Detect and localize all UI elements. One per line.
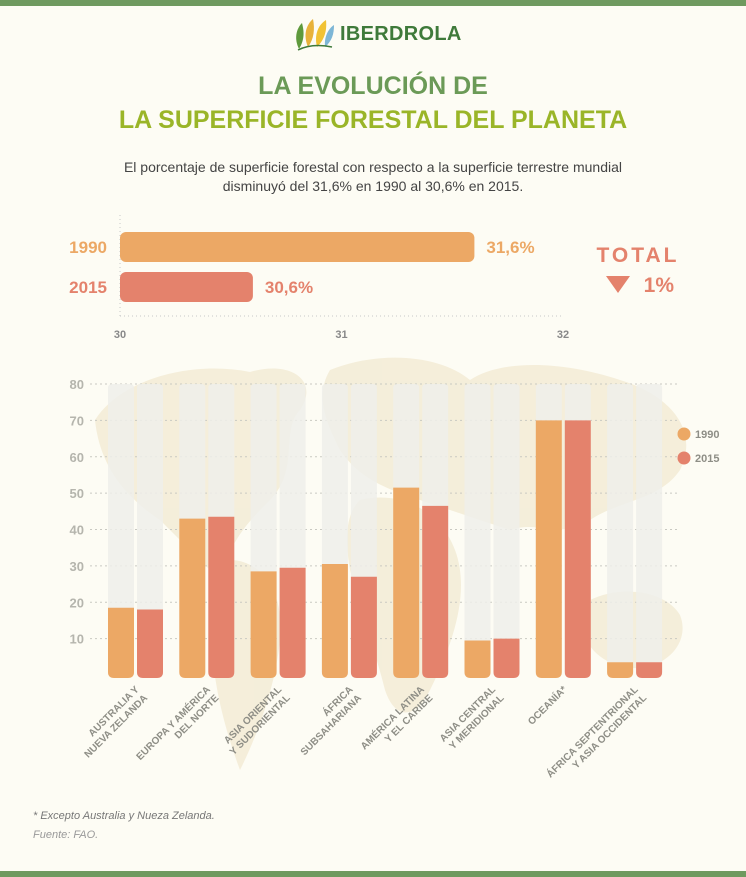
bar-2015-3 <box>350 576 377 678</box>
brand-logo: IBERDROLA <box>292 16 462 52</box>
source-note: Fuente: FAO. <box>33 829 99 841</box>
category-label-line: Y ASIA OCCIDENTAL <box>571 693 649 771</box>
bar-1990-3 <box>321 564 348 678</box>
bar-2015-6 <box>564 420 591 678</box>
bar-2015-5 <box>493 638 520 678</box>
page-title-line1: LA EVOLUCIÓN DE <box>258 72 488 100</box>
down-triangle-icon <box>606 276 630 293</box>
hbar-2015 <box>120 272 253 302</box>
hbar-tick-label: 32 <box>557 329 569 341</box>
chart-legend: 1990 2015 <box>677 427 719 465</box>
bar-1990-4 <box>393 487 420 678</box>
category-label: OCEANÍA* <box>525 683 570 728</box>
y-tick-label: 80 <box>70 377 84 392</box>
legend-label: 1990 <box>695 429 719 441</box>
hbar-tick-label: 30 <box>114 329 126 341</box>
hbar-tick-label: 31 <box>335 329 347 341</box>
hbar-value-label: 31,6% <box>486 238 534 257</box>
bar-2015-7 <box>636 662 663 678</box>
bar-1990-5 <box>464 640 491 678</box>
y-tick-label: 10 <box>70 632 84 647</box>
category-label-line: EUROPA Y AMÉRICA <box>133 683 213 763</box>
bar-track <box>108 384 134 675</box>
hbar-value-label: 30,6% <box>265 278 313 297</box>
bar-2015-1 <box>208 516 235 678</box>
bar-1990-7 <box>607 662 634 678</box>
total-change: 1% <box>644 274 675 297</box>
category-label: ASIA CENTRALY MERIDIONAL <box>438 684 507 753</box>
leaf-logo-icon <box>296 19 334 51</box>
bar-track <box>607 384 634 675</box>
bar-2015-4 <box>422 505 449 678</box>
subtitle: El porcentaje de superficie forestal con… <box>100 158 646 196</box>
bar-track <box>137 384 163 675</box>
category-label: AUSTRALIA YNUEVA ZELANDA <box>74 684 150 760</box>
horizontal-bar-chart: 1990 31,6% 2015 30,6% 30 31 32 <box>69 232 569 341</box>
bottom-bar <box>0 871 746 877</box>
bar-1990-1 <box>179 518 206 678</box>
y-tick-label: 20 <box>70 595 84 610</box>
legend-label: 2015 <box>695 453 719 465</box>
footnote: * Excepto Australia y Nueza Zelanda. <box>33 810 215 822</box>
page-title-line2: LA SUPERFICIE FORESTAL DEL PLANETA <box>118 106 628 134</box>
hbar-year-label: 2015 <box>69 278 107 297</box>
total-label: TOTAL <box>596 244 679 267</box>
y-tick-label: 30 <box>70 559 84 574</box>
y-tick-label: 40 <box>70 523 84 538</box>
bar-track <box>464 384 491 675</box>
bar-2015-0 <box>137 609 163 678</box>
subtitle-line2: disminuyó del 31,6% en 1990 al 30,6% en … <box>222 178 524 194</box>
y-tick-label: 50 <box>70 486 84 501</box>
bar-2015-2 <box>279 567 306 678</box>
bar-1990-0 <box>108 607 134 678</box>
vertical-bar-chart <box>108 420 663 678</box>
hbar-1990 <box>120 232 475 262</box>
subtitle-line1: El porcentaje de superficie forestal con… <box>123 159 623 175</box>
category-label-line: OCEANÍA* <box>525 683 570 728</box>
y-tick-label: 60 <box>70 450 84 465</box>
bar-track <box>636 384 663 675</box>
category-label: ÁFRICASUBSAHARIANA <box>289 683 364 758</box>
legend-marker <box>677 451 691 465</box>
bar-1990-2 <box>250 571 277 678</box>
top-bar <box>0 0 746 6</box>
legend-marker <box>677 427 691 441</box>
category-label: EUROPA Y AMÉRICADEL NORTE <box>133 683 222 772</box>
bar-1990-6 <box>535 420 562 678</box>
brand-name: IBERDROLA <box>340 22 462 45</box>
y-tick-label: 70 <box>70 413 84 428</box>
bar-track <box>493 384 520 675</box>
hbar-year-label: 1990 <box>69 238 107 257</box>
